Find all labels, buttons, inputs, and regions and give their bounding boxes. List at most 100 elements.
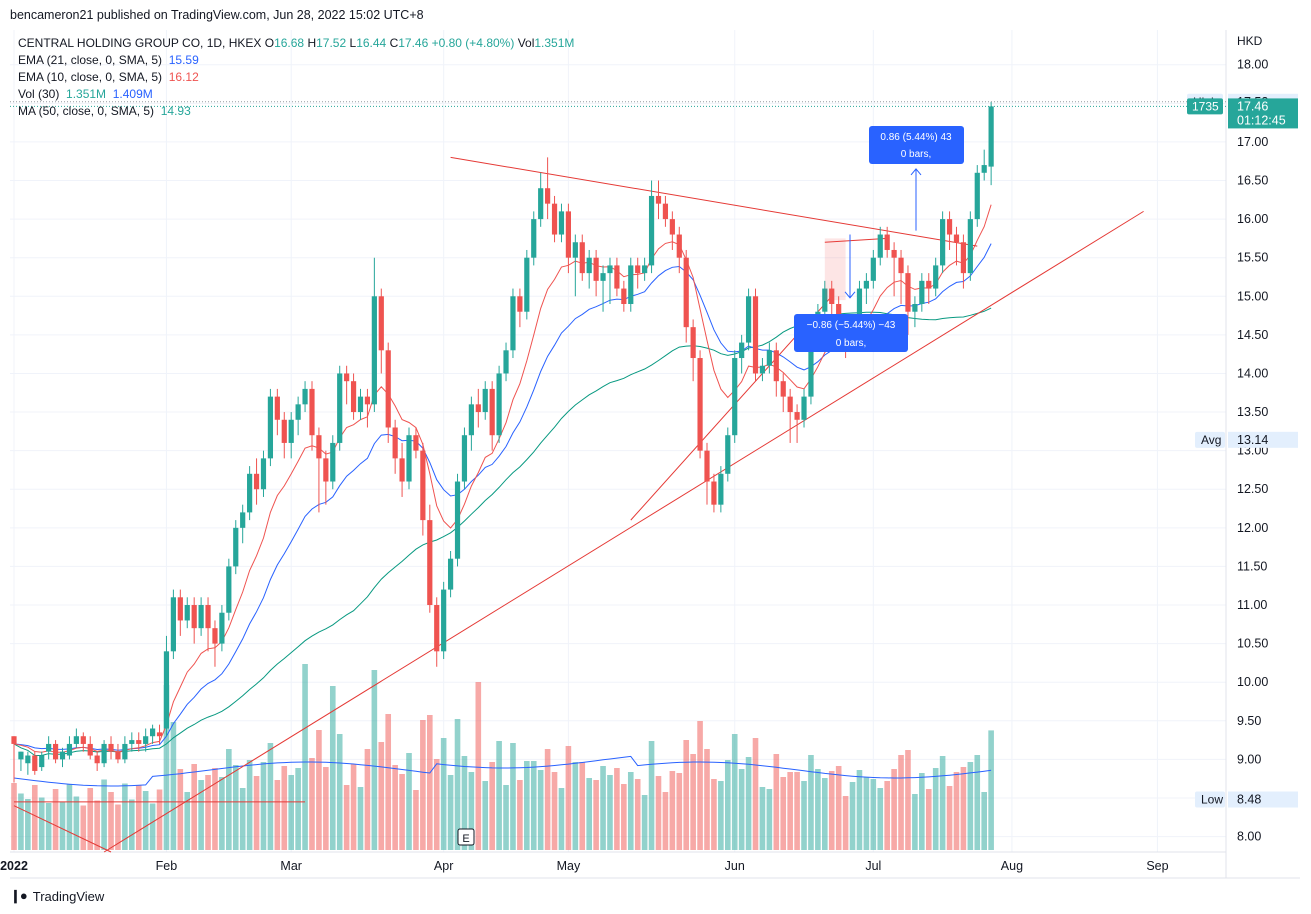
candle-body	[302, 388, 308, 405]
volume-bar	[364, 749, 371, 850]
candle-body	[607, 265, 613, 274]
footer[interactable]: ❙● TradingView	[10, 888, 104, 904]
y-tick-label: 11.00	[1237, 598, 1267, 612]
ema10-legend[interactable]: EMA (10, close, 0, SMA, 5) 16.12	[18, 70, 199, 84]
ema10-value: 16.12	[168, 70, 199, 84]
candle-body	[385, 350, 391, 428]
volume-bar	[524, 761, 530, 850]
volume-bar	[600, 766, 606, 850]
volume-bar	[226, 749, 232, 850]
candle-body	[434, 605, 440, 652]
candle-body	[344, 373, 350, 382]
volume-bar	[960, 767, 967, 850]
ema21-line	[13, 243, 992, 751]
candle-body	[822, 288, 828, 312]
candle-body	[981, 165, 987, 173]
candle-body	[247, 473, 253, 513]
volume-bar	[267, 743, 274, 850]
price-tag-timer: 01:12:45	[1237, 113, 1286, 127]
vol30-value-b: 1.409M	[112, 87, 153, 101]
volume-bar	[87, 788, 94, 850]
candle-body	[718, 473, 724, 505]
volume-bar	[939, 756, 946, 850]
low-value: 16.44	[356, 36, 387, 50]
symbol-legend[interactable]: CENTRAL HOLDING GROUP CO, 1D, HKEX O16.6…	[18, 36, 575, 50]
x-tick-label: Aug	[1001, 859, 1023, 873]
volume-bar	[11, 783, 17, 850]
volume-bar	[108, 792, 114, 850]
volume-bar	[808, 755, 814, 850]
candle-body	[579, 242, 585, 274]
candle-body	[635, 265, 641, 274]
volume-bar	[219, 777, 225, 850]
candle-body	[427, 520, 433, 606]
volume-bar	[468, 772, 475, 850]
time-axis[interactable]: 2022 Feb Mar Apr May Jun Jul Aug Sep	[0, 859, 1169, 873]
candle-body	[628, 265, 634, 304]
volume-bar	[170, 722, 177, 850]
candle-body	[136, 740, 142, 744]
volume-bar	[614, 768, 620, 850]
ema21-legend[interactable]: EMA (21, close, 0, SMA, 5) 15.59	[18, 53, 199, 67]
vol30-legend[interactable]: Vol (30) 1.351M 1.409M	[18, 87, 153, 101]
y-tick-label: 14.00	[1237, 366, 1268, 380]
volume-bar	[690, 754, 696, 850]
volume-bar	[912, 794, 918, 850]
candle-body	[32, 755, 38, 771]
volume-bar	[794, 772, 800, 850]
measure-down-box: −0.86 (−5.44%) −43 0 bars,	[794, 314, 908, 352]
volume-bar	[648, 741, 655, 850]
volume-bar	[773, 754, 780, 850]
candle-body	[988, 106, 994, 167]
candle-body	[59, 751, 66, 760]
volume-bar	[73, 796, 80, 850]
candle-body	[877, 234, 883, 258]
volume-bar	[745, 757, 752, 850]
candle-body	[503, 350, 509, 374]
candle-body	[787, 396, 793, 413]
ma50-legend[interactable]: MA (50, close, 0, SMA, 5) 14.93	[18, 104, 191, 118]
candle-body	[489, 388, 495, 436]
volume-bar	[302, 664, 308, 850]
candle-body	[759, 365, 766, 374]
y-tick-label: 9.50	[1237, 714, 1261, 728]
price-axis[interactable]: 18.0017.5017.0016.5016.0015.5015.0014.50…	[1187, 58, 1298, 844]
open-value: 16.68	[274, 36, 305, 50]
volume-bar	[738, 769, 745, 850]
volume-bar	[212, 768, 218, 850]
y-tick-label: 12.50	[1237, 482, 1268, 496]
volume-bar	[621, 784, 627, 850]
candle-body	[940, 219, 946, 266]
candle-body	[240, 512, 246, 528]
price-tag-left: 1735	[1192, 99, 1219, 113]
x-tick-label: Sep	[1146, 859, 1168, 873]
volume-bar	[801, 781, 807, 850]
candle-body	[115, 751, 121, 760]
candle-body	[468, 404, 474, 436]
candle-body	[745, 296, 752, 343]
candle-body	[205, 605, 211, 629]
candle-body	[357, 396, 364, 413]
candle-body	[413, 435, 419, 451]
candle-body	[122, 743, 128, 760]
volume-bar	[440, 738, 447, 850]
candle-body	[558, 211, 565, 235]
candle-body	[953, 234, 960, 243]
volume-bar	[724, 760, 731, 850]
y-tick-label: 8.00	[1237, 830, 1261, 844]
volume-bar	[503, 785, 509, 850]
volume-bar	[135, 785, 142, 850]
candle-body	[267, 396, 274, 459]
candle-body	[323, 458, 329, 482]
volume-bar	[246, 760, 253, 850]
change-value: +0.80 (+4.80%)	[431, 36, 515, 50]
candle-body	[870, 257, 876, 281]
volume-bar	[752, 738, 759, 850]
volume-bar	[787, 772, 793, 850]
volume-bar	[323, 767, 329, 850]
volume-bar	[371, 670, 378, 850]
publisher-info: bencameron21 published on TradingView.co…	[10, 8, 424, 22]
candle-body	[253, 473, 260, 490]
volume-bar	[350, 764, 357, 850]
